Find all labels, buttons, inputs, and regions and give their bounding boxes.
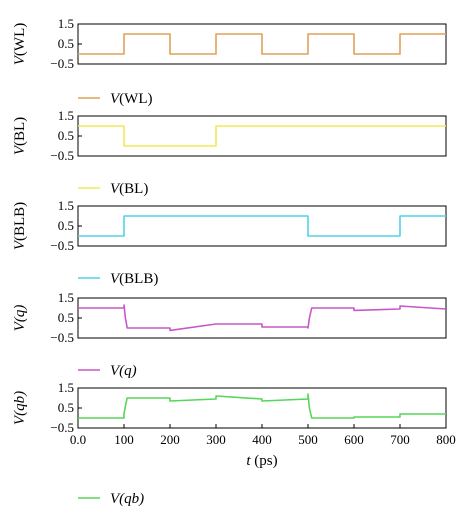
legend-entry: V(BLB) — [78, 271, 158, 287]
y-axis-label-arg: (qb) — [12, 391, 28, 416]
y-tick-label: −0.5 — [50, 56, 74, 71]
x-tick-label: 200 — [160, 432, 180, 447]
legend-label: V(BLB) — [110, 271, 158, 287]
legend-label-var: V — [110, 491, 121, 507]
y-tick-label: 1.5 — [58, 290, 74, 305]
legend-label-arg: (qb) — [119, 491, 144, 507]
y-axis-label-arg: (q) — [12, 305, 28, 323]
y-axis-label-var: V — [12, 54, 28, 65]
x-tick-label: 500 — [298, 432, 318, 447]
legend-label-arg: (BLB) — [119, 271, 158, 287]
x-tick-label: 700 — [390, 432, 410, 447]
y-axis-label: V(qb) — [12, 391, 28, 425]
x-axis-label-var: t — [246, 453, 251, 469]
x-tick-label: 400 — [252, 432, 272, 447]
series-line — [78, 125, 446, 147]
legend-label: V(qb) — [110, 491, 144, 507]
x-tick-label: 600 — [344, 432, 364, 447]
y-axis-label: V(q) — [12, 305, 28, 332]
plot-frame — [77, 297, 447, 339]
y-tick-label: 1.5 — [58, 380, 74, 395]
x-tick-label: 300 — [206, 432, 226, 447]
x-axis-label: t (ps) — [246, 453, 277, 469]
y-tick-label: −0.5 — [50, 420, 74, 435]
y-tick-label: 0.5 — [58, 400, 74, 415]
y-tick-label: −0.5 — [50, 238, 74, 253]
y-tick-label: 1.5 — [58, 16, 74, 31]
x-tick-label: 0.0 — [70, 432, 86, 447]
series-line — [78, 215, 446, 237]
y-axis-label-var: V — [12, 414, 28, 425]
x-axis-label-unit: (ps) — [251, 453, 278, 469]
legend-label-arg: (BL) — [119, 181, 148, 197]
plot-frame — [77, 387, 447, 429]
legend-label: V(WL) — [110, 91, 152, 107]
x-tick-label: 800 — [436, 432, 456, 447]
y-axis-label-arg: (WL) — [12, 23, 28, 56]
y-tick-label: −0.5 — [50, 148, 74, 163]
legend-label-var: V — [110, 363, 121, 379]
series-line — [78, 393, 446, 419]
legend-entry: V(qb) — [78, 491, 144, 507]
y-axis-label: V(BL) — [12, 117, 28, 155]
legend-label: V(BL) — [110, 181, 148, 197]
series-line — [78, 33, 446, 55]
y-tick-label: 0.5 — [58, 36, 74, 51]
panel-0: 1.50.5−0.5V(WL)V(WL) — [12, 16, 447, 107]
legend-label-var: V — [110, 271, 121, 287]
legend-entry: V(q) — [78, 363, 137, 379]
legend-label: V(q) — [110, 363, 137, 379]
plot-frame — [77, 115, 447, 157]
y-tick-label: −0.5 — [50, 330, 74, 345]
legend-label-var: V — [110, 91, 121, 107]
y-tick-label: 1.5 — [58, 108, 74, 123]
y-tick-label: 0.5 — [58, 128, 74, 143]
x-tick-label: 100 — [114, 432, 134, 447]
x-axis: 0.0 100 200 300 400 500 600 700 800 t (ps) — [70, 424, 456, 469]
y-tick-label: 0.5 — [58, 310, 74, 325]
y-axis-label-arg: (BL) — [12, 117, 28, 146]
series-line — [78, 304, 447, 332]
panel-2: 1.50.5−0.5V(BLB)V(BLB) — [12, 198, 447, 287]
plot-frame — [77, 205, 447, 247]
y-axis-label-var: V — [12, 239, 28, 250]
panel-4: 1.50.5−0.5V(qb)V(qb) — [12, 380, 447, 507]
y-axis-label: V(BLB) — [12, 202, 28, 250]
panel-1: 1.50.5−0.5V(BL)V(BL) — [12, 108, 447, 197]
y-axis-label-arg: (BLB) — [12, 202, 28, 241]
y-axis-label-var: V — [12, 320, 28, 331]
y-tick-label: 0.5 — [58, 218, 74, 233]
legend-label-arg: (WL) — [119, 91, 152, 107]
legend-entry: V(BL) — [78, 181, 148, 197]
legend-entry: V(WL) — [78, 91, 152, 107]
panel-3: 1.50.5−0.5V(q)V(q) — [12, 290, 447, 379]
chart-panels: 1.50.5−0.5V(WL)V(WL)1.50.5−0.5V(BL)V(BL)… — [12, 16, 447, 507]
legend-label-arg: (q) — [119, 363, 137, 379]
legend-label-var: V — [110, 181, 121, 197]
y-axis-label-var: V — [12, 144, 28, 155]
y-axis-label: V(WL) — [12, 23, 28, 65]
y-tick-label: 1.5 — [58, 198, 74, 213]
